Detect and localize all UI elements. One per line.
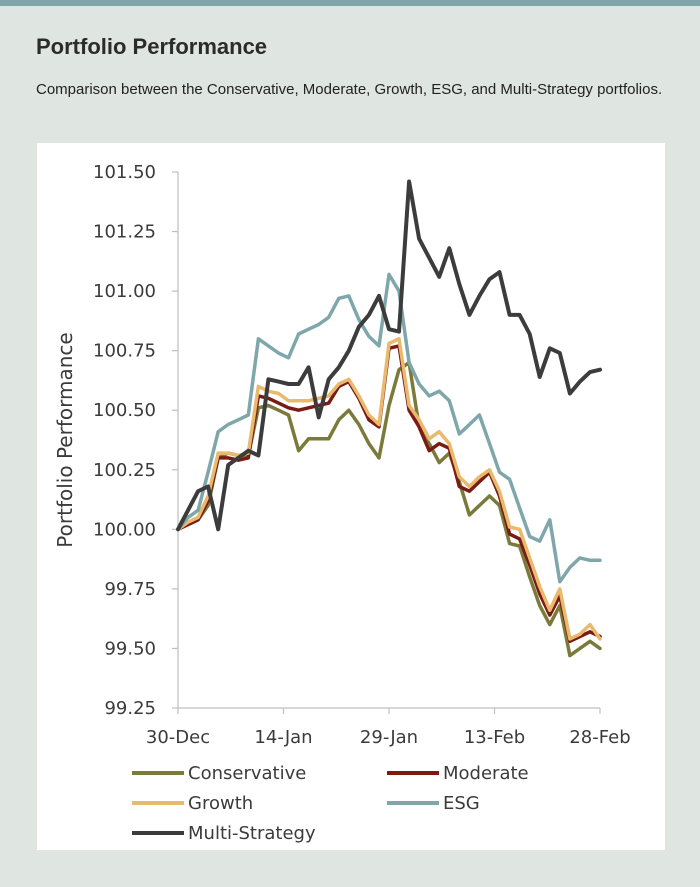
page-title: Portfolio Performance xyxy=(36,34,268,59)
chart-legend: Conservative Moderate Growth ESG Multi-Strat… xyxy=(132,763,529,844)
x-tick-labels: 30-Dec 14-Jan 29-Jan 13-Feb 28-Feb xyxy=(146,727,631,748)
y-axis-title: Portfolio Performance xyxy=(53,332,77,547)
chart-axes xyxy=(172,171,601,714)
y-tick-label: 100.75 xyxy=(93,341,156,362)
y-tick-label: 100.25 xyxy=(93,460,156,481)
series-lines xyxy=(176,179,602,658)
top-accent-border xyxy=(0,0,700,20)
legend-label-growth: Growth xyxy=(188,793,253,814)
y-tick-label: 99.25 xyxy=(104,698,156,719)
series-line-conservative xyxy=(176,360,602,658)
legend-label-esg: ESG xyxy=(443,793,480,814)
page-subtitle: Comparison between the Conservative, Mod… xyxy=(36,81,663,98)
y-tick-label: 100.50 xyxy=(93,400,156,421)
series-line-multi-strategy xyxy=(176,179,602,532)
x-tick-label: 13-Feb xyxy=(464,727,525,748)
line-chart: 99.25 99.50 99.75 100.00 100.25 100.50 100.75 1… xyxy=(53,162,631,844)
x-tick-label: 28-Feb xyxy=(569,727,630,748)
series-line-esg xyxy=(176,272,602,584)
y-tick-label: 100.00 xyxy=(93,519,156,540)
x-tick-label: 29-Jan xyxy=(360,727,418,748)
y-tick-labels: 99.25 99.50 99.75 100.00 100.25 100.50 100.75 1… xyxy=(93,162,156,719)
y-tick-label: 99.50 xyxy=(104,638,156,659)
legend-label-multi-strategy: Multi-Strategy xyxy=(188,823,316,844)
y-tick-label: 99.75 xyxy=(104,579,156,600)
legend-label-conservative: Conservative xyxy=(188,763,306,784)
y-tick-label: 101.00 xyxy=(93,281,156,302)
y-tick-label: 101.50 xyxy=(93,162,156,183)
legend-label-moderate: Moderate xyxy=(443,763,529,784)
x-tick-label: 14-Jan xyxy=(254,727,312,748)
y-tick-label: 101.25 xyxy=(93,222,156,243)
x-tick-label: 30-Dec xyxy=(146,727,210,748)
chart-panel: 99.25 99.50 99.75 100.00 100.25 100.50 100.75 1… xyxy=(37,143,665,850)
